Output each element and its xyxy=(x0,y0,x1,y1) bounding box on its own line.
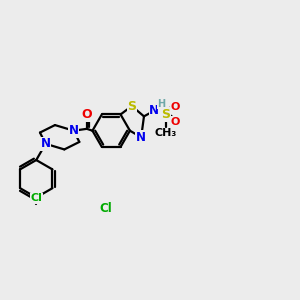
Text: N: N xyxy=(40,137,51,150)
Text: CH₃: CH₃ xyxy=(154,128,177,138)
Text: S: S xyxy=(161,108,170,121)
Text: Cl: Cl xyxy=(100,202,112,215)
Text: N: N xyxy=(69,124,79,137)
Text: O: O xyxy=(170,102,180,112)
Text: O: O xyxy=(82,108,92,121)
Text: N: N xyxy=(149,104,159,117)
Text: Cl: Cl xyxy=(30,193,42,203)
Text: S: S xyxy=(127,100,136,112)
Text: H: H xyxy=(157,99,165,109)
Text: O: O xyxy=(170,117,180,127)
Text: N: N xyxy=(136,131,146,144)
